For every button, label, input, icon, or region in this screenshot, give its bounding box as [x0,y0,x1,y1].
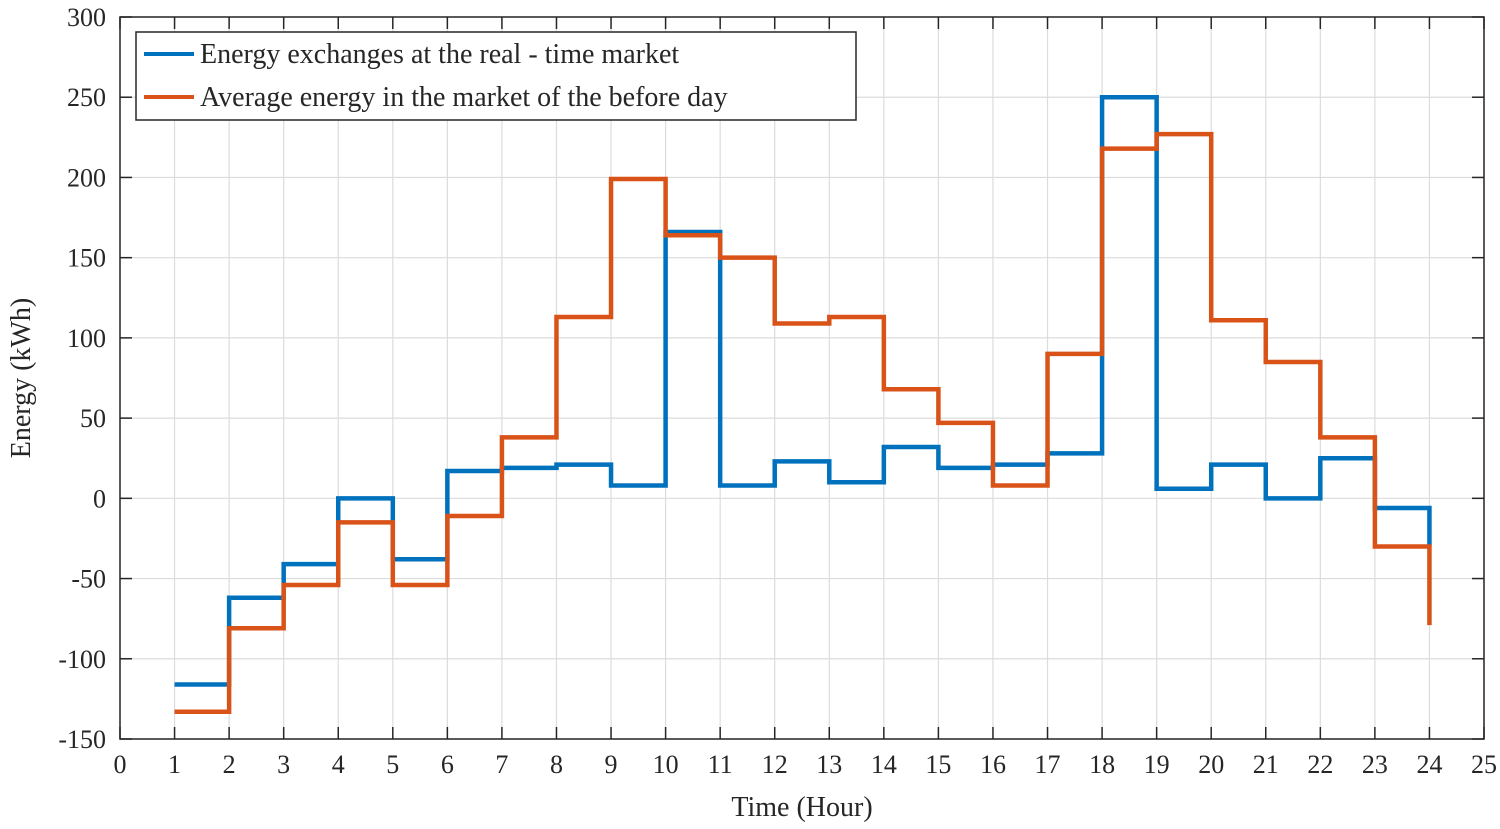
series-line-day-ahead [174,131,1432,714]
x-tick-label: 7 [495,750,508,779]
legend: Energy exchanges at the real - time mark… [135,31,857,121]
x-tick-label: 14 [871,750,897,779]
x-tick-label: 13 [816,750,842,779]
series-layer [174,94,1432,714]
y-tick-label: -50 [71,565,106,594]
y-tick-label: 150 [67,244,106,273]
x-tick-label: 19 [1144,750,1170,779]
x-tick-label: 21 [1253,750,1279,779]
x-tick-label: 23 [1362,750,1388,779]
x-tick-label: 15 [925,750,951,779]
x-tick-label: 9 [605,750,618,779]
legend-label-day-ahead: Average energy in the market of the befo… [200,82,728,113]
tick-layer: 0 1 2 3 4 5 6 7 8 9 10 11 12 13 14 15 16 17 18 19 20 21 22 23 24… [58,3,1497,779]
x-tick-label: 6 [441,750,454,779]
x-tick-label: 24 [1416,750,1442,779]
y-tick-label: 200 [67,163,106,192]
x-tick-label: 20 [1198,750,1224,779]
y-tick-label: 50 [80,404,106,433]
x-tick-label: 17 [1035,750,1061,779]
x-tick-label: 1 [168,750,181,779]
x-tick-label: 10 [653,750,679,779]
x-tick-label: 11 [708,750,733,779]
y-tick-label: 300 [67,3,106,32]
plot-frame [119,16,1485,740]
y-tick-label: -100 [58,645,106,674]
y-tick-label: 100 [67,324,106,353]
x-axis-label: Time (Hour) [731,792,872,823]
x-tick-label: 22 [1307,750,1333,779]
x-tick-label: 16 [980,750,1006,779]
x-tick-label: 25 [1471,750,1497,779]
x-tick-label: 3 [277,750,290,779]
legend-box [135,31,857,121]
series-line-real-time [174,94,1432,687]
x-tick-label: 5 [386,750,399,779]
y-axis-label: Energy (kWh) [6,298,37,458]
x-tick-label: 12 [762,750,788,779]
y-tick-label: 0 [93,484,106,513]
x-tick-label: 4 [332,750,345,779]
x-tick-label: 8 [550,750,563,779]
x-tick-label: 2 [223,750,236,779]
y-tick-label: 250 [67,83,106,112]
x-tick-label: 0 [114,750,127,779]
x-tick-label: 18 [1089,750,1115,779]
legend-label-real-time: Energy exchanges at the real - time mark… [200,39,679,70]
grid-layer [119,16,1485,740]
y-tick-label: -150 [58,725,106,754]
